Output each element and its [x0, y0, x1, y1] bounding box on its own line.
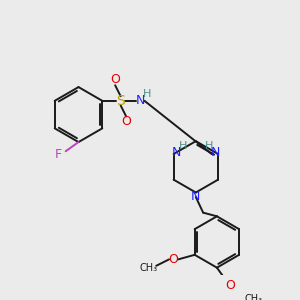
Text: N: N	[191, 190, 200, 203]
Text: O: O	[110, 73, 120, 86]
Text: N: N	[136, 94, 146, 107]
Text: N: N	[211, 146, 220, 159]
Text: O: O	[169, 253, 178, 266]
Text: H: H	[143, 89, 152, 99]
Text: O: O	[226, 279, 236, 292]
Text: S: S	[116, 94, 125, 108]
Text: CH₃: CH₃	[244, 294, 262, 300]
Text: H: H	[205, 141, 213, 151]
Text: CH₃: CH₃	[140, 262, 158, 273]
Text: H: H	[178, 141, 187, 151]
Text: F: F	[55, 148, 62, 161]
Text: O: O	[121, 116, 131, 128]
Text: N: N	[172, 146, 181, 159]
